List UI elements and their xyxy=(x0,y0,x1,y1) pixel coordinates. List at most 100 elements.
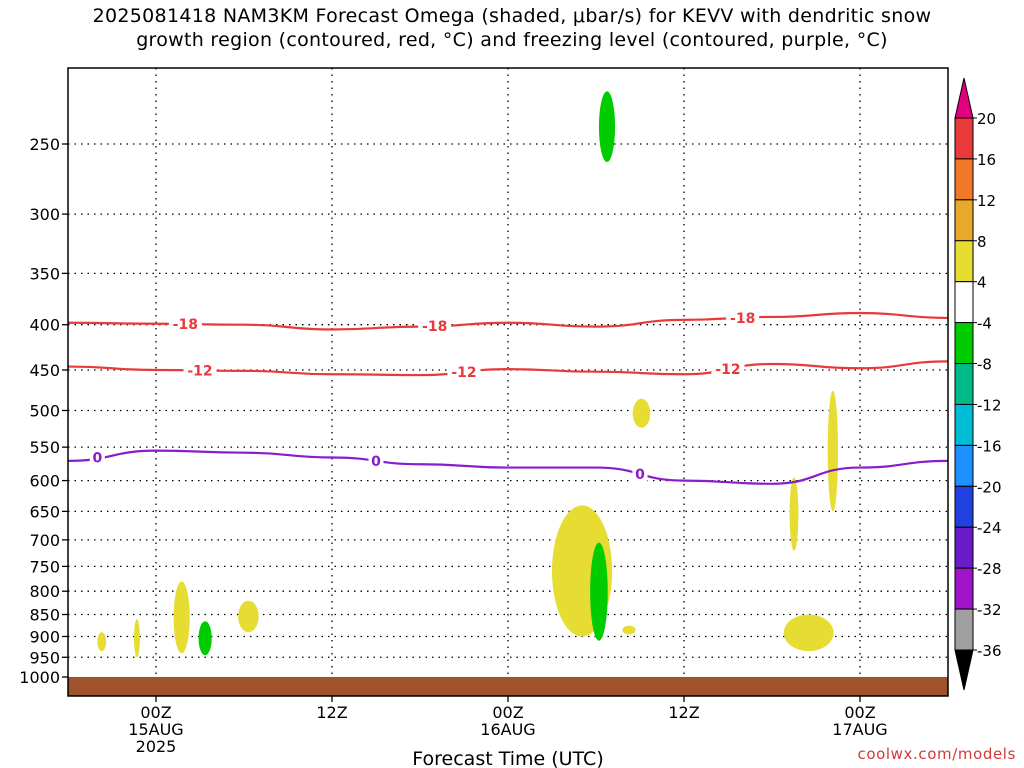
grid xyxy=(68,68,948,696)
colorbar-label: -12 xyxy=(977,396,1002,414)
omega-region xyxy=(827,390,838,512)
y-tick-label: 500 xyxy=(29,402,60,421)
contour-label-bg xyxy=(726,309,760,326)
contour-line xyxy=(67,449,949,485)
y-tick-label: 850 xyxy=(29,606,60,625)
colorbar-label: -16 xyxy=(977,437,1002,455)
x-tick-label: 2025 xyxy=(136,737,177,756)
omega-region xyxy=(173,581,190,654)
x-tick-label: 00Z xyxy=(140,703,171,722)
y-tick-label: 800 xyxy=(29,582,60,601)
y-tick-label: 700 xyxy=(29,531,60,550)
colorbar-bottom-arrow xyxy=(954,649,974,691)
colorbar-label: -20 xyxy=(977,478,1002,496)
colorbar-bin xyxy=(954,158,974,201)
x-tick-label: 16AUG xyxy=(480,720,535,739)
y-axis-ticks: 250 300 350 400 450 500 550 600 650 700 750 800 850 9… xyxy=(19,135,68,687)
contour-line xyxy=(67,311,949,331)
y-tick-label: 1000 xyxy=(19,668,60,687)
colorbar-label: 16 xyxy=(977,151,996,169)
y-tick-label: 450 xyxy=(29,361,60,380)
x-tick-label: 17AUG xyxy=(832,720,887,739)
y-tick-label: 350 xyxy=(29,264,60,283)
x-tick-label: 00Z xyxy=(492,703,523,722)
colorbar-bin xyxy=(954,240,974,283)
contour-label: 0 xyxy=(92,450,102,466)
contour-label: -12 xyxy=(187,363,212,379)
contour-label: -18 xyxy=(730,311,755,327)
contour-label: -18 xyxy=(173,317,198,333)
colorbar-label: -8 xyxy=(977,356,992,374)
omega-region xyxy=(783,614,834,652)
y-tick-label: 950 xyxy=(29,648,60,667)
colorbar-bin xyxy=(954,608,974,651)
title-line-1: 2025081418 NAM3KM Forecast Omega (shaded… xyxy=(92,5,932,27)
contour-label-bg xyxy=(447,364,481,381)
y-tick-label: 750 xyxy=(29,557,60,576)
omega-region xyxy=(238,600,259,633)
y-tick-label: 250 xyxy=(29,135,60,154)
colorbar: 20 16 12 8 4 -4 -8 -12 -16 -20 -24 -28 -32 -36 xyxy=(954,77,1002,691)
contour-label: 0 xyxy=(371,454,381,470)
omega-region xyxy=(198,621,212,656)
colorbar-label: -36 xyxy=(977,642,1002,660)
credit-text: coolwx.com/models xyxy=(857,745,1016,763)
contour-label-bg xyxy=(368,452,384,469)
title-line-2: growth region (contoured, red, °C) and f… xyxy=(136,29,888,51)
x-tick-label: 15AUG xyxy=(128,720,183,739)
omega-region xyxy=(598,91,616,163)
contour-label-bg xyxy=(418,317,452,334)
contours: -18 -18 -18 -12 -12 -12 0 0 0 xyxy=(67,309,949,485)
omega-region xyxy=(590,542,608,641)
contour-label-bg xyxy=(168,316,202,333)
contour-label: 0 xyxy=(635,467,645,483)
y-tick-label: 400 xyxy=(29,316,60,335)
x-tick-label: 12Z xyxy=(668,703,699,722)
colorbar-bin xyxy=(954,363,974,405)
colorbar-label: 12 xyxy=(977,192,996,210)
x-tick-label: 00Z xyxy=(844,703,875,722)
colorbar-bin xyxy=(954,281,974,324)
x-tick-label: 12Z xyxy=(316,703,347,722)
colorbar-label: -28 xyxy=(977,560,1002,578)
y-tick-label: 650 xyxy=(29,502,60,521)
ground-fill xyxy=(68,677,948,696)
contour-label: -18 xyxy=(422,319,447,335)
ground xyxy=(68,677,948,696)
omega-shading xyxy=(97,91,838,658)
colorbar-bin xyxy=(954,199,974,242)
contour-label-bg xyxy=(711,361,745,378)
contour-label-bg xyxy=(183,362,217,379)
colorbar-label: -24 xyxy=(977,519,1002,537)
y-tick-label: 900 xyxy=(29,627,60,646)
y-tick-label: 550 xyxy=(29,438,60,457)
colorbar-label: 20 xyxy=(977,110,996,128)
colorbar-top-arrow xyxy=(954,77,974,119)
contour-label: -12 xyxy=(451,365,476,381)
omega-region xyxy=(632,398,651,428)
contour-label: -12 xyxy=(715,362,740,378)
contour-label-bg xyxy=(89,449,105,466)
chart-title: 2025081418 NAM3KM Forecast Omega (shaded… xyxy=(0,4,1024,52)
colorbar-label: -32 xyxy=(977,601,1002,619)
colorbar-bin xyxy=(954,526,974,569)
colorbar-bin xyxy=(954,444,974,487)
y-tick-label: 600 xyxy=(29,472,60,491)
omega-region xyxy=(789,477,799,551)
colorbar-bin xyxy=(954,485,974,528)
omega-region xyxy=(622,625,636,635)
omega-region xyxy=(97,632,107,652)
colorbar-label: 4 xyxy=(977,274,987,292)
x-axis-label: Forecast Time (UTC) xyxy=(412,748,603,768)
colorbar-bin xyxy=(954,403,974,446)
omega-region xyxy=(134,619,140,658)
y-tick-label: 300 xyxy=(29,205,60,224)
colorbar-bin xyxy=(954,322,974,365)
contour-label-bg xyxy=(632,466,648,483)
colorbar-bin xyxy=(954,567,974,610)
colorbar-label: 8 xyxy=(977,233,987,251)
colorbar-bin xyxy=(954,117,974,160)
colorbar-label: -4 xyxy=(977,315,992,333)
